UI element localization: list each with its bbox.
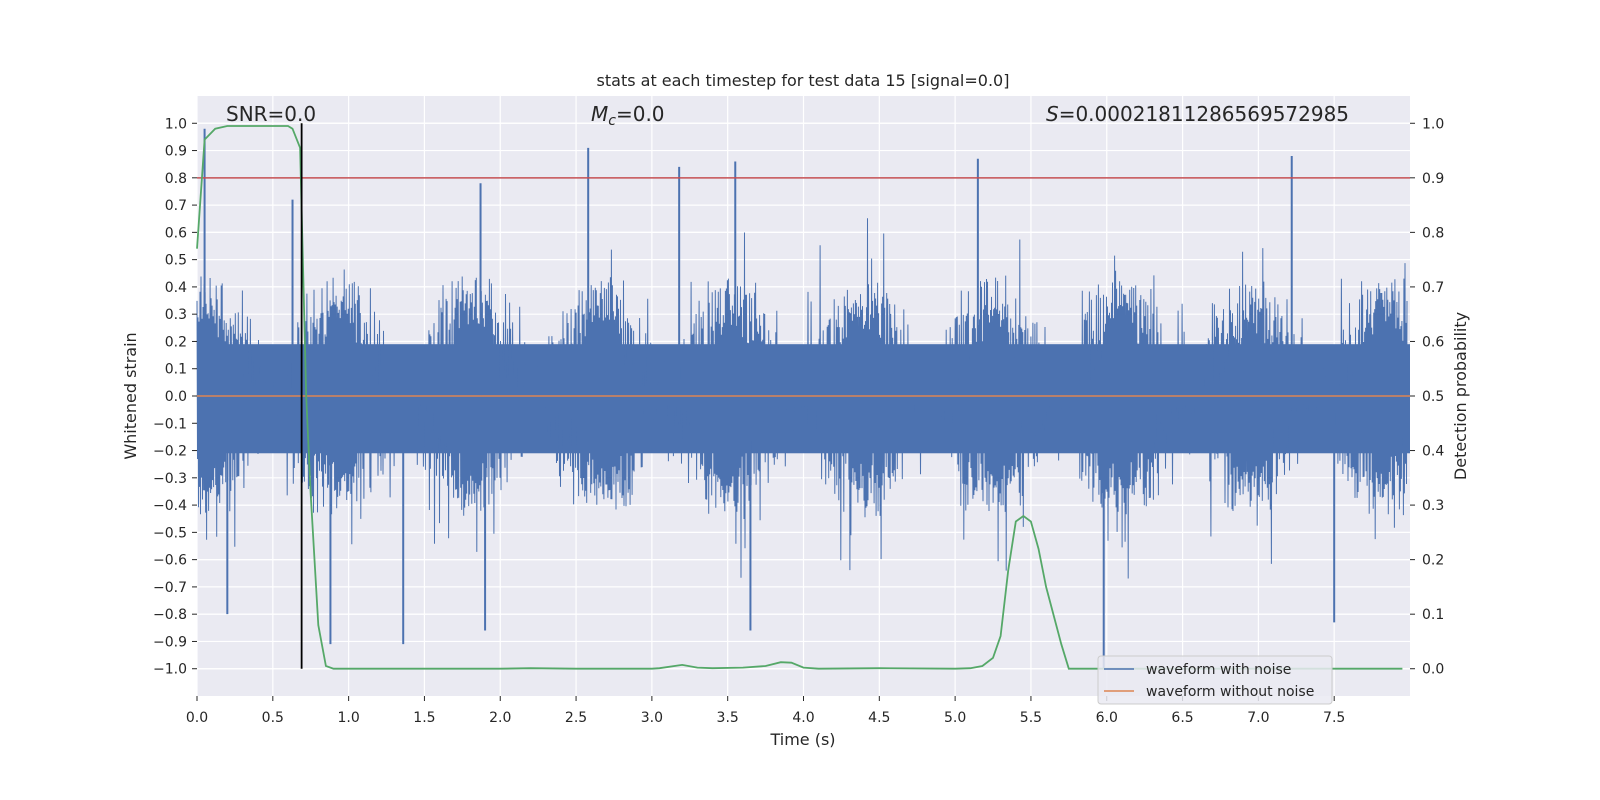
x-tick-label: 3.0 xyxy=(641,710,663,726)
y-tick-label-left: 0.5 xyxy=(165,253,187,269)
x-tick-label: 2.5 xyxy=(565,710,587,726)
y-tick-label-left: −0.4 xyxy=(153,498,187,514)
y-tick-label-right: 0.4 xyxy=(1422,444,1444,460)
y-tick-label-left: 0.0 xyxy=(165,389,187,405)
x-tick-label: 1.5 xyxy=(413,710,435,726)
y-tick-label-right: 0.9 xyxy=(1422,171,1444,187)
noise-series xyxy=(196,128,1410,669)
y-tick-label-left: 1.0 xyxy=(165,116,187,132)
y-tick-label-left: −0.5 xyxy=(153,525,187,541)
score-symbol: S xyxy=(1046,102,1059,126)
x-tick-label: 5.5 xyxy=(1020,710,1042,726)
y-tick-label-right: 0.0 xyxy=(1422,662,1444,678)
x-tick-label: 4.0 xyxy=(792,710,814,726)
y-tick-label-right: 0.5 xyxy=(1422,389,1444,405)
y-tick-label-left: −0.6 xyxy=(153,553,187,569)
x-tick-label: 7.5 xyxy=(1323,710,1345,726)
y-tick-label-right: 0.1 xyxy=(1422,607,1444,623)
x-tick-label: 7.0 xyxy=(1247,710,1269,726)
chirp-mass-subscript: c xyxy=(608,113,616,129)
x-axis-label: Time (s) xyxy=(769,730,835,749)
chart-title: stats at each timestep for test data 15 … xyxy=(597,71,1010,90)
x-tick-label: 0.5 xyxy=(262,710,284,726)
y-tick-label-left: −0.3 xyxy=(153,471,187,487)
y-tick-label-left: 0.2 xyxy=(165,334,187,350)
y-ticks-right: 1.0 0.9 0.8 0.7 0.6 0.5 0.4 0.3 0.2 0.1 0.0 xyxy=(1410,116,1444,678)
legend-label-clean: waveform without noise xyxy=(1146,684,1314,700)
y-tick-label-right: 0.6 xyxy=(1422,334,1444,350)
x-tick-label: 2.0 xyxy=(489,710,511,726)
snr-annotation: SNR=0.0 xyxy=(226,102,316,126)
y-axis-label-right: Detection probability xyxy=(1451,312,1470,480)
y-tick-label-right: 0.3 xyxy=(1422,498,1444,514)
y-axis-label-left: Whitened strain xyxy=(121,332,140,459)
x-tick-label: 6.5 xyxy=(1171,710,1193,726)
chirp-mass-annotation: Mc=0.0 xyxy=(591,102,665,129)
y-tick-label-right: 0.7 xyxy=(1422,280,1444,296)
noise-trace xyxy=(196,218,1408,579)
legend-label-noise: waveform with noise xyxy=(1146,662,1291,678)
score-value: =0.00021811286569572985 xyxy=(1059,102,1349,126)
y-tick-label-left: 0.3 xyxy=(165,307,187,323)
y-tick-label-left: −0.8 xyxy=(153,607,187,623)
x-tick-label: 6.0 xyxy=(1096,710,1118,726)
x-tick-label: 5.0 xyxy=(944,710,966,726)
data-lines xyxy=(196,123,1410,670)
y-tick-label-left: −0.7 xyxy=(153,580,187,596)
chirp-mass-value: =0.0 xyxy=(616,102,665,126)
y-tick-label-left: 0.4 xyxy=(165,280,187,296)
y-tick-label-left: 0.9 xyxy=(165,144,187,160)
x-tick-label: 3.5 xyxy=(717,710,739,726)
score-annotation: S=0.00021811286569572985 xyxy=(1046,102,1349,126)
x-ticks: 0.0 0.5 1.0 1.5 2.0 2.5 3.0 3.5 4.0 4.5 5.0 5.5 6.0 6… xyxy=(186,696,1345,726)
y-tick-label-left: −0.9 xyxy=(153,634,187,650)
y-ticks-left: 1.0 0.9 0.8 0.7 0.6 0.5 0.4 0.3 0.2 0.1 0.0 −0.1 −0.… xyxy=(153,116,197,678)
y-tick-label-left: 0.7 xyxy=(165,198,187,214)
chirp-mass-symbol: M xyxy=(591,102,608,126)
y-tick-label-right: 1.0 xyxy=(1422,116,1444,132)
y-tick-label-left: −1.0 xyxy=(153,662,187,678)
legend-box xyxy=(1097,655,1333,705)
y-tick-label-left: 0.8 xyxy=(165,171,187,187)
x-tick-label: 0.0 xyxy=(186,710,208,726)
y-tick-label-right: 0.8 xyxy=(1422,225,1444,241)
legend: waveform with noise waveform without noi… xyxy=(1097,655,1333,705)
x-tick-label: 4.5 xyxy=(868,710,890,726)
y-tick-label-left: −0.1 xyxy=(153,416,187,432)
detection-probability-line xyxy=(196,125,1403,670)
y-tick-label-left: 0.6 xyxy=(165,225,187,241)
x-tick-label: 1.0 xyxy=(337,710,359,726)
y-tick-label-left: −0.2 xyxy=(153,444,187,460)
y-tick-label-left: 0.1 xyxy=(165,362,187,378)
y-tick-label-right: 0.2 xyxy=(1422,553,1444,569)
